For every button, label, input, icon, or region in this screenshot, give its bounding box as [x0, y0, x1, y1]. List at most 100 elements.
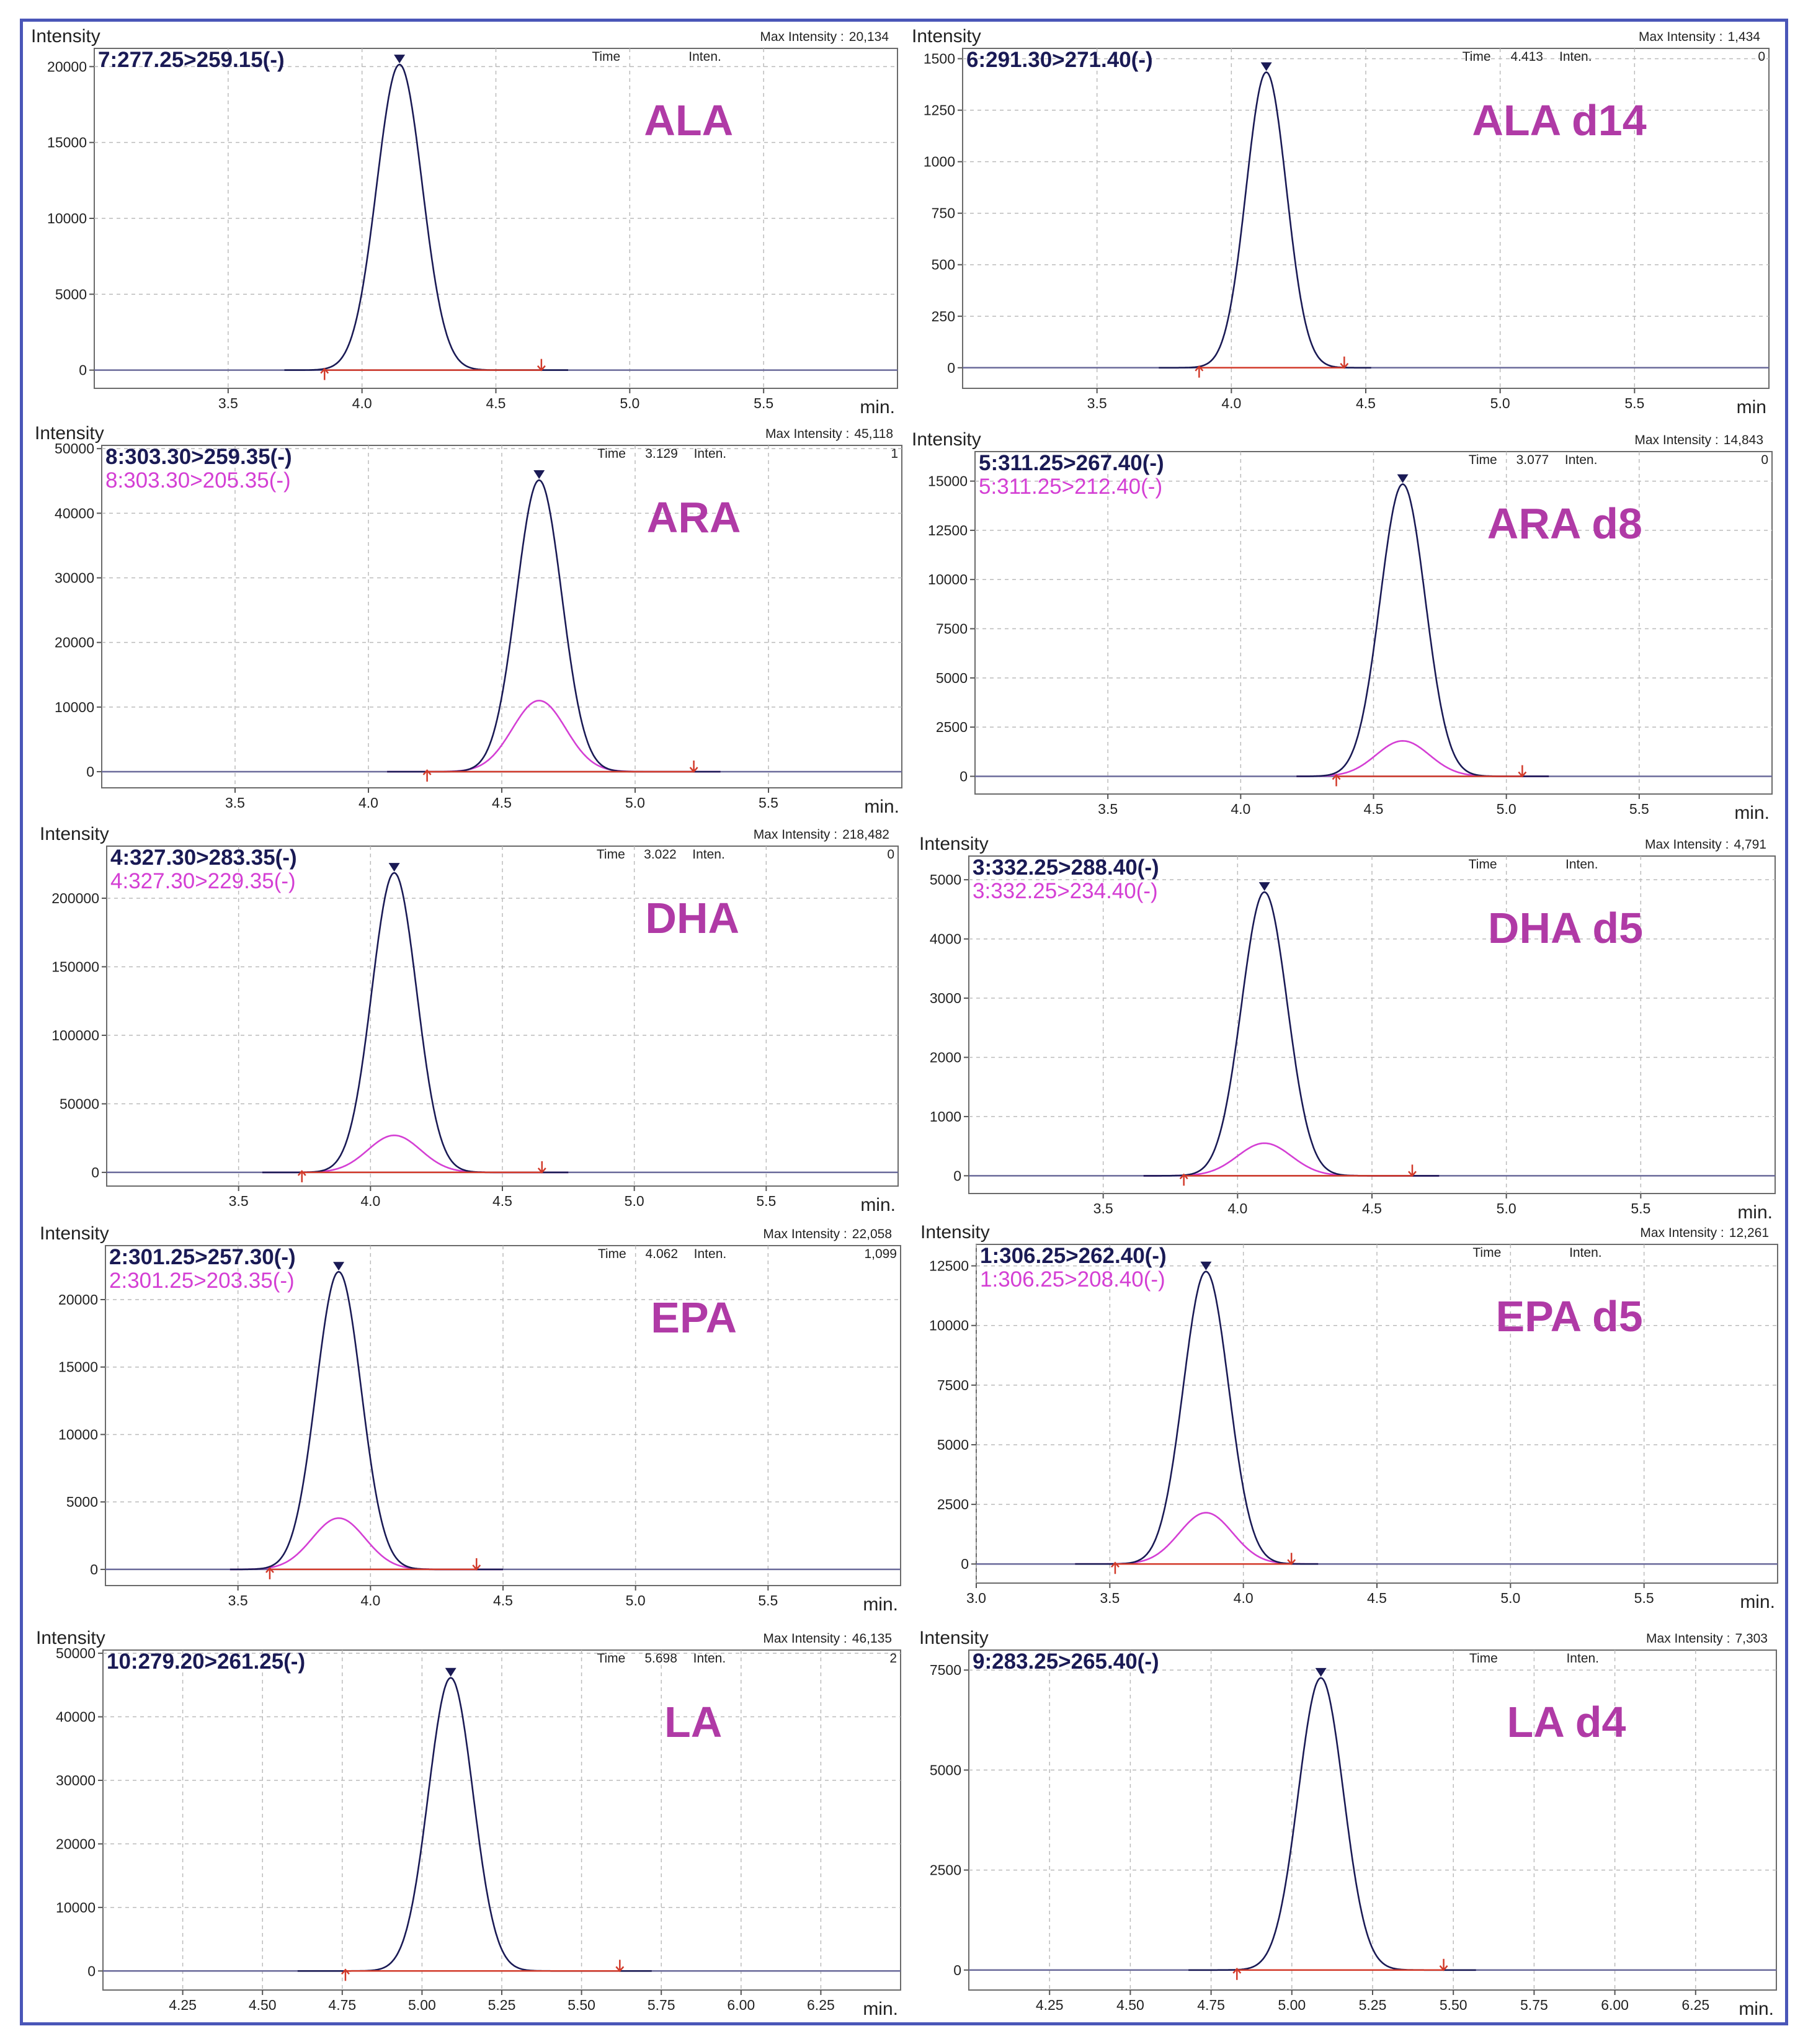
time-value: 4.413 [1510, 50, 1543, 64]
x-tick-label: 5.25 [488, 1997, 516, 2013]
compound-label: LA [664, 1698, 722, 1746]
integration-end-marker [689, 760, 698, 773]
peak-marker [1260, 62, 1272, 71]
x-tick-label: 4.50 [1116, 1997, 1144, 2013]
y-tick-label: 12500 [929, 1258, 969, 1274]
peak-marker [333, 1262, 345, 1271]
chromatogram-panel: Intensity Max Intensity : 20,134 3.5 4.0 4.5 5… [26, 22, 901, 419]
inten-label: Inten. [688, 50, 721, 64]
x-axis-label: min. [860, 1195, 896, 1213]
x-tick-label: 4.0 [1231, 801, 1250, 817]
x-tick-label: 5.0 [626, 1592, 646, 1609]
integration-end-marker [1287, 1553, 1296, 1566]
integration-end-marker [537, 359, 546, 372]
integration-start-marker [1332, 774, 1341, 787]
x-tick-label: 5.75 [1520, 1997, 1548, 2013]
chromatogram-panel: Intensity Max Intensity : 45,118 3.5 4.0 4.5 5… [30, 419, 906, 819]
time-value: 4.062 [645, 1247, 678, 1261]
y-tick-label: 10000 [56, 1899, 96, 1916]
max-intensity-label: Max Intensity : [763, 1631, 847, 1646]
x-tick-label: 5.5 [758, 1592, 778, 1609]
max-intensity-value: 22,058 [852, 1227, 892, 1241]
max-intensity-value: 20,134 [849, 30, 889, 44]
plot-area [105, 1245, 901, 1586]
time-value: 3.077 [1516, 453, 1549, 467]
plot-area [976, 1244, 1778, 1584]
x-tick-label: 5.0 [625, 1193, 644, 1209]
inten-value: 0 [1761, 453, 1768, 467]
y-tick-label: 30000 [55, 570, 94, 586]
y-tick-label: 20000 [56, 1836, 96, 1852]
primary-transition-label: 10:279.20>261.25(-) [107, 1649, 305, 1674]
x-tick-label: 4.5 [1356, 395, 1376, 411]
x-tick-label: 4.5 [486, 395, 506, 411]
x-tick-label: 5.0 [620, 395, 639, 411]
x-tick-label: 3.0 [966, 1590, 986, 1606]
y-tick-label: 150000 [51, 958, 99, 975]
y-axis-label: Intensity [40, 824, 109, 844]
integration-start-marker [297, 1169, 306, 1182]
max-intensity: Max Intensity : 45,118 [765, 427, 893, 441]
max-intensity-value: 4,791 [1734, 837, 1766, 852]
time-value: 5.698 [644, 1651, 677, 1666]
max-intensity-value: 12,261 [1729, 1226, 1769, 1240]
x-axis-label: min [1737, 397, 1766, 417]
y-tick-label: 50000 [55, 440, 94, 457]
y-axis-label: Intensity [31, 26, 100, 47]
max-intensity-value: 7,303 [1735, 1631, 1768, 1646]
max-intensity-value: 46,135 [852, 1631, 892, 1646]
max-intensity: Max Intensity : 1,434 [1639, 30, 1760, 44]
peak-marker [1258, 882, 1270, 891]
max-intensity: Max Intensity : 7,303 [1646, 1631, 1768, 1646]
x-tick-label: 5.75 [648, 1997, 675, 2013]
x-tick-label: 4.0 [358, 795, 378, 811]
time-label: Time [597, 847, 625, 862]
compound-label: LA d4 [1507, 1698, 1626, 1746]
x-tick-label: 5.5 [1629, 801, 1649, 817]
x-tick-label: 4.5 [1362, 1200, 1382, 1216]
chromatogram-panel: Intensity Max Intensity : 7,303 4.25 4.50 4.7… [914, 1624, 1783, 2016]
y-tick-label: 4000 [930, 931, 961, 947]
compound-label: ALA d14 [1472, 96, 1646, 145]
y-tick-label: 2500 [930, 1862, 961, 1878]
x-tick-label: 4.0 [360, 1193, 380, 1209]
x-tick-label: 5.5 [1634, 1590, 1654, 1606]
x-tick-label: 5.5 [756, 1193, 776, 1209]
y-tick-label: 1500 [924, 51, 955, 67]
x-tick-label: 3.5 [1093, 1200, 1113, 1216]
primary-transition-label: 8:303.30>259.35(-) [105, 445, 292, 469]
plot-area [962, 48, 1770, 389]
integration-start-marker [1195, 365, 1204, 378]
secondary-transition-label: 1:306.25>208.40(-) [980, 1267, 1165, 1292]
x-axis-label: min. [860, 397, 895, 417]
chromatogram-panel: Intensity Max Intensity : 4,791 3.5 4.0 4.5 5.… [914, 830, 1783, 1227]
x-tick-label: 4.5 [493, 1592, 513, 1609]
y-axis-label: Intensity [912, 429, 981, 450]
inten-label: Inten. [1566, 1651, 1599, 1666]
x-tick-label: 4.0 [1234, 1590, 1254, 1606]
max-intensity-value: 45,118 [854, 427, 893, 441]
peak-marker [533, 470, 545, 480]
x-tick-label: 3.5 [1087, 395, 1107, 411]
max-intensity-label: Max Intensity : [754, 828, 837, 842]
x-tick-label: 4.50 [249, 1997, 277, 2013]
x-axis-label: min. [863, 1594, 898, 1613]
x-tick-label: 6.25 [807, 1997, 835, 2013]
x-tick-label: 4.0 [1227, 1200, 1247, 1216]
y-tick-label: 10000 [47, 210, 87, 226]
y-tick-label: 5000 [930, 872, 961, 888]
x-tick-label: 5.5 [1624, 395, 1644, 411]
secondary-transition-label: 5:311.25>212.40(-) [979, 475, 1162, 499]
compound-label: DHA d5 [1488, 904, 1643, 952]
y-tick-label: 1000 [924, 154, 955, 170]
inten-value: 0 [1758, 50, 1765, 64]
inten-value: 1,099 [864, 1247, 897, 1261]
y-tick-label: 0 [86, 764, 94, 780]
time-label: Time [1469, 453, 1497, 467]
x-tick-label: 5.0 [1497, 801, 1516, 817]
max-intensity: Max Intensity : 4,791 [1645, 837, 1766, 852]
max-intensity-label: Max Intensity : [765, 427, 849, 441]
time-label: Time [597, 447, 626, 461]
inten-label: Inten. [693, 1651, 726, 1666]
peak-marker [1397, 474, 1409, 483]
